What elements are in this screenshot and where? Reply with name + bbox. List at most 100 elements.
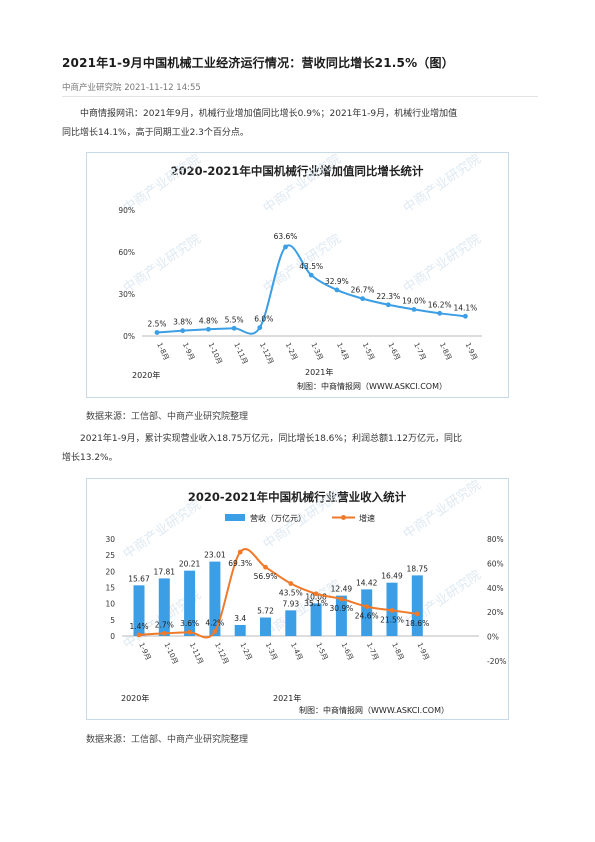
data-point — [385, 302, 391, 308]
revenue-bar — [285, 610, 297, 636]
x-tick-label: 1-5月 — [361, 341, 376, 361]
watermark-3: 中商产业研究院 — [121, 232, 204, 296]
y-tick-label: 0% — [123, 332, 135, 341]
y-left-tick-label: 10 — [105, 600, 115, 609]
data-point — [231, 325, 237, 331]
growth-point — [161, 630, 167, 636]
revenue-bar — [260, 617, 271, 636]
chart-credit: 制图：中商情报网（WWW.ASKCI.COM） — [299, 705, 449, 715]
growth-point — [212, 629, 218, 634]
bar-label: 20.21 — [179, 560, 201, 569]
paragraph-1-line-1: 中商情报网讯：2021年9月，机械行业增加值同比增长0.9%；2021年1-9月… — [80, 109, 458, 119]
x-tick-label: 1-9月 — [181, 341, 196, 361]
growth-label: 4.2% — [205, 618, 224, 627]
x-tick-label: 1-3月 — [264, 641, 279, 661]
value-added-growth-chart: 2020-2021年中国机械行业增加值同比增长统计中商产业研究院 中商产业研究院中… — [118, 153, 484, 391]
growth-point — [364, 604, 370, 609]
y-left-tick-label: 15 — [105, 584, 115, 593]
revenue-bar — [335, 595, 347, 636]
growth-label: 2.7% — [155, 620, 174, 629]
y-right-tick-label: 20% — [487, 608, 504, 617]
chart-credit: 制图：中商情报网（WWW.ASKCI.COM） — [297, 381, 447, 391]
growth-label: 35.1% — [304, 599, 328, 608]
data-label: 43.5% — [299, 262, 323, 271]
x-tick-label: 1-7月 — [365, 641, 380, 661]
legend-label-growth: 增速 — [359, 513, 375, 523]
x-tick-label: 1-2月 — [284, 341, 299, 361]
bar-label: 3.4 — [234, 614, 246, 623]
x-tick-label: 1-10月 — [162, 641, 179, 665]
source-2: 数据来源：工信部、中商产业研究院整理 — [86, 735, 249, 745]
y-left-tick-label: 30 — [105, 535, 115, 544]
x-tick-label: 1-5月 — [314, 641, 329, 661]
chart-2-container: 2020-2021年中国机械行业营业收入统计 中商产业研究院 中商产业研究院 中商产业… — [86, 478, 509, 720]
y-right-tick-label: 80% — [487, 535, 504, 544]
x-tick-label: 1-4月 — [335, 341, 350, 361]
data-label: 2.5% — [147, 320, 166, 329]
x-tick-label: 1-12月 — [258, 341, 275, 365]
watermark-2: 中商产业研究院 — [401, 479, 484, 542]
x-tick-label: 1-8月 — [438, 341, 453, 361]
legend-marker-growth — [341, 515, 346, 520]
data-point — [283, 244, 288, 250]
revenue-bar — [234, 625, 246, 636]
bar-label: 7.93 — [282, 599, 299, 608]
data-point — [257, 325, 263, 330]
y-left-tick-label: 25 — [105, 551, 115, 560]
x-tick-label: 1-4月 — [289, 641, 304, 661]
revenue-bar — [361, 589, 373, 636]
paragraph-2-line-2: 增长13.2%。 — [62, 453, 118, 463]
x-tick-label: 1-3月 — [309, 341, 324, 361]
bar-label: 10.08 — [305, 592, 327, 601]
bar-label: 12.49 — [331, 585, 353, 594]
growth-point — [237, 549, 243, 555]
paragraph-1: 中商情报网讯：2021年9月，机械行业增加值同比增长0.9%；2021年1-9月… — [62, 105, 538, 143]
data-point — [154, 330, 160, 335]
paragraph-2-line-1: 2021年1-9月，累计实现营业收入18.75万亿元，同比增长18.6%；利润总… — [80, 434, 463, 444]
data-label: 63.6% — [274, 232, 298, 241]
revenue-bar — [184, 570, 196, 636]
y-tick-label: 30% — [118, 290, 135, 299]
revenue-bar — [411, 575, 423, 636]
watermark-0: 中商产业研究院 — [121, 498, 204, 562]
bar-label: 23.01 — [204, 551, 226, 560]
data-point — [437, 310, 443, 316]
data-label: 4.8% — [199, 316, 218, 325]
source-1: 数据来源：工信部、中商产业研究院整理 — [86, 412, 249, 422]
growth-label: 3.6% — [180, 619, 199, 628]
x-tick-label: 1-7月 — [412, 341, 427, 361]
paragraph-2: 2021年1-9月，累计实现营业收入18.75万亿元，同比增长18.6%；利润总… — [62, 430, 538, 468]
y-right-tick-label: -20% — [487, 657, 506, 666]
watermark-2: 中商产业研究院 — [401, 153, 484, 216]
watermark-5: 中商产业研究院 — [401, 232, 484, 296]
x-tick-label: 1-10月 — [207, 341, 224, 365]
year-label-2021: 2021年 — [273, 693, 301, 703]
data-point — [308, 272, 314, 278]
year-label-2020: 2020年 — [132, 370, 160, 380]
x-tick-label: 1-9月 — [137, 641, 152, 661]
data-point — [411, 307, 417, 312]
data-point — [463, 313, 468, 319]
data-point — [180, 328, 186, 334]
bar-label: 14.42 — [356, 578, 378, 587]
data-label: 3.8% — [173, 318, 192, 327]
growth-point — [339, 596, 344, 602]
x-tick-label: 1-12月 — [213, 641, 230, 665]
revenue-bar — [209, 561, 221, 636]
x-tick-label: 1-11月 — [232, 341, 249, 365]
y-right-tick-label: 60% — [487, 559, 504, 568]
data-point — [334, 287, 340, 293]
growth-label: 56.9% — [254, 572, 278, 581]
x-tick-label: 1-9月 — [415, 641, 430, 661]
growth-point — [288, 581, 294, 586]
article-title: 2021年1-9月中国机械工业经济运行情况：营收同比增长21.5%（图） — [62, 56, 454, 70]
growth-label: 24.6% — [355, 612, 379, 621]
x-tick-label: 1-8月 — [390, 641, 405, 661]
article-meta: 中商产业研究院 2021-11-12 14:55 — [62, 83, 201, 93]
growth-label: 30.9% — [329, 604, 353, 613]
data-label: 22.3% — [376, 292, 400, 301]
y-tick-label: 90% — [118, 206, 135, 215]
data-point — [206, 326, 211, 332]
growth-point — [414, 611, 420, 617]
